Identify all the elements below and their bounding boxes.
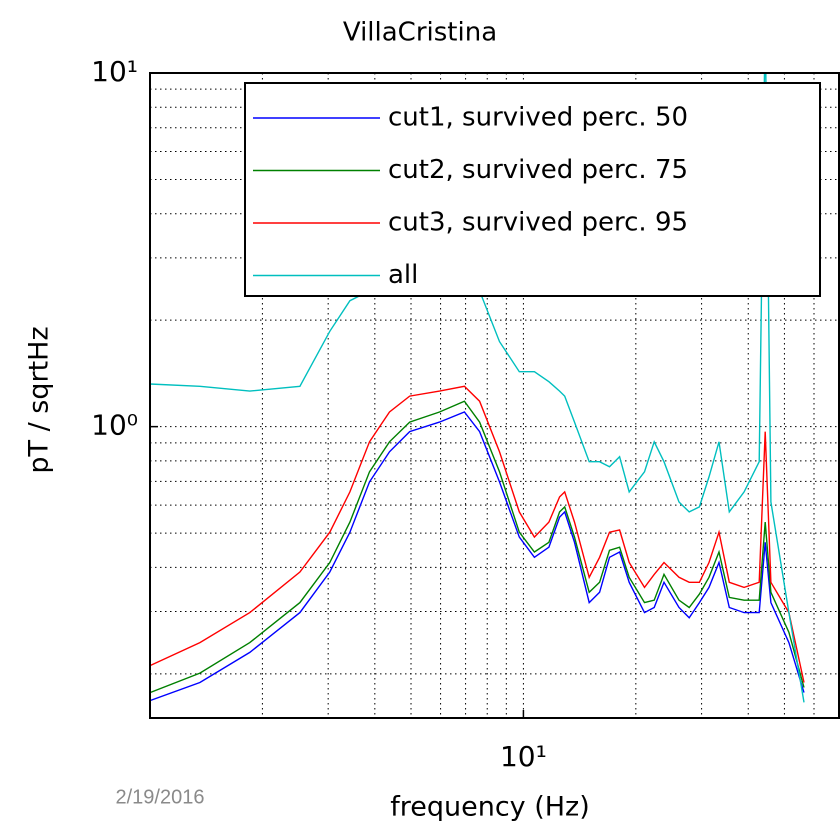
x-tick-label: 10¹ xyxy=(500,740,547,773)
legend: cut1, survived perc. 50 cut2, survived pe… xyxy=(244,82,821,297)
legend-label: cut1, survived perc. 50 xyxy=(388,103,688,133)
axes-frame xyxy=(149,72,840,719)
y-axis-label: pT / sqrtHz xyxy=(24,326,55,473)
legend-label: all xyxy=(388,260,418,290)
series-line xyxy=(150,385,805,683)
y-tick-label: 10¹ xyxy=(91,55,138,88)
series-line xyxy=(150,411,805,702)
legend-label: cut2, survived perc. 75 xyxy=(388,155,688,185)
x-axis-label: frequency (Hz) xyxy=(390,792,590,823)
y-tick-label: 10⁰ xyxy=(91,409,138,442)
chart-title: VillaCristina xyxy=(343,18,497,48)
series-line xyxy=(150,400,805,694)
legend-label: cut3, survived perc. 95 xyxy=(388,208,688,238)
footer-date: 2/19/2016 xyxy=(116,786,205,808)
